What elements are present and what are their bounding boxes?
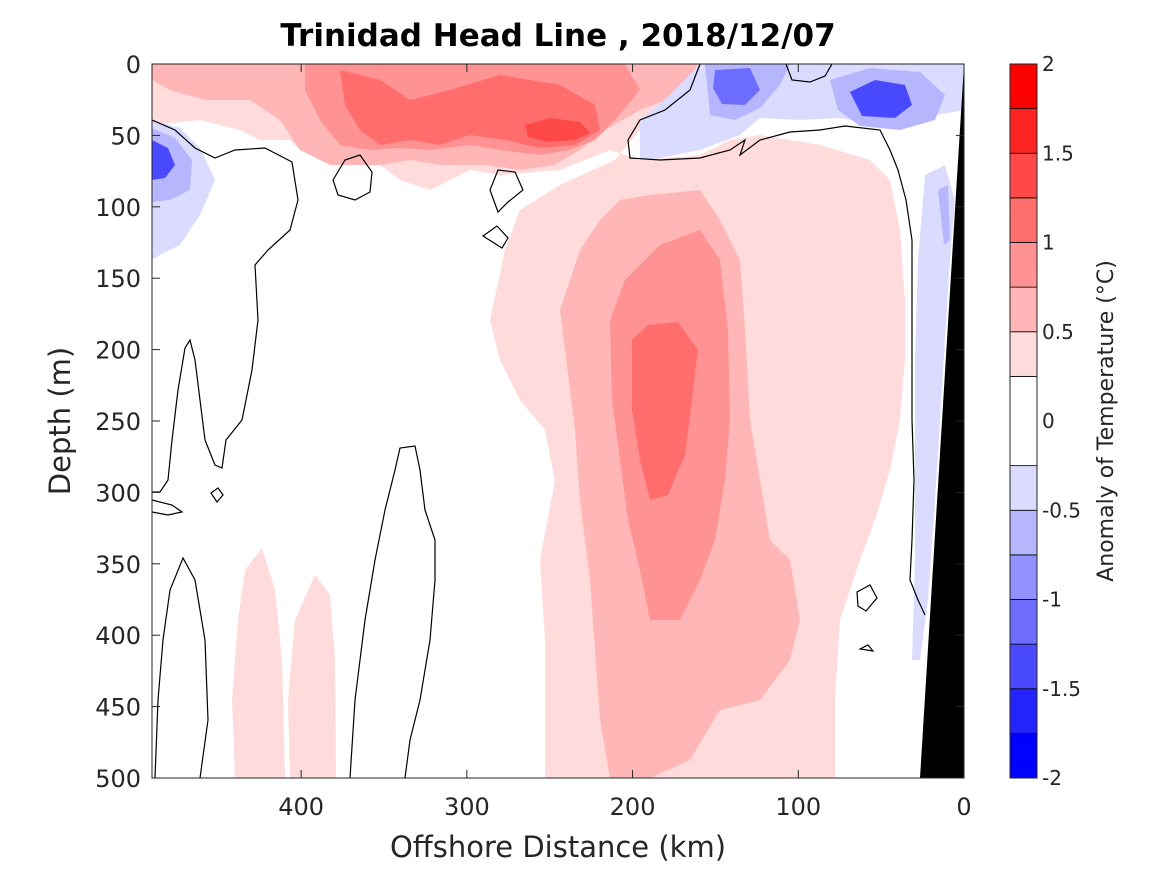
y-tick-label: 200 [95,337,141,365]
nearshore-cold-core-2 [850,80,912,118]
plot-area [151,63,965,779]
colorbar-border [1009,63,1038,779]
contour-loop-3 [481,225,509,249]
nearshore-cold-core-1 [713,68,760,105]
contour-loop-5 [856,584,878,612]
y-tick-label: 0 [126,51,141,79]
band-warm-2 [288,575,336,778]
colorbar-swatch [1009,197,1038,243]
anomaly-field [152,64,964,778]
x-tick-labels: 400 300 200 100 0 [278,793,971,821]
colorbar-swatch [1009,108,1038,154]
x-axis-label: Offshore Distance (km) [390,830,726,864]
contour-loop-2 [489,169,524,214]
contour-line-offshore [152,119,299,493]
contour-loop-4 [210,487,224,503]
seafloor-bathymetry [920,64,964,778]
colorbar-swatch [1009,732,1038,779]
colorbar-swatch [1009,509,1038,556]
chart-title: Trinidad Head Line , 2018/12/07 [280,18,835,54]
colorbar-swatch [1009,375,1038,467]
colorbar-tick-label: 0.5 [1042,320,1074,344]
contour-line-offshore-2 [152,499,184,516]
y-axis-label: Depth (m) [43,347,77,495]
colorbar-swatch [1009,599,1038,645]
y-tick-label: 100 [95,194,141,222]
colorbar-tick-label: 1 [1042,231,1055,255]
colorbar-tick-label: 1.5 [1042,141,1074,165]
x-tick-label: 100 [775,793,821,821]
y-tick-label: 300 [95,479,141,507]
band-warm-1 [232,548,285,778]
y-tick-marks [152,63,964,779]
colorbar-swatch [1009,152,1038,199]
contour-line-ridge [349,445,436,778]
colorbar-tick-label: -0.5 [1042,498,1081,522]
colorbar-tick-label: 2 [1042,52,1055,76]
coastal-cold-band [912,165,955,660]
colorbar-tick-label: -1.5 [1042,677,1081,701]
colorbar [1009,63,1038,779]
coastal-cold-band-mid [938,185,950,245]
x-tick-label: 300 [444,793,490,821]
plume-core [632,322,698,500]
y-tick-label: 400 [95,622,141,650]
y-tick-label: 150 [95,265,141,293]
x-tick-label: 200 [610,793,656,821]
y-tick-label: 500 [95,765,141,793]
y-tick-label: 350 [95,551,141,579]
x-tick-label: 400 [278,793,324,821]
y-tick-labels: 0 50 100 150 200 250 300 350 400 450 500 [95,51,141,793]
contour-loop-6 [858,644,875,652]
colorbar-tick-label: -1 [1042,588,1062,612]
colorbar-swatch [1009,554,1038,600]
contour-loop-surface [785,64,833,83]
colorbar-tick-labels: 2 1.5 1 0.5 0 -0.5 -1 -1.5 -2 [1042,52,1081,790]
contour-line-nearshore [627,64,926,616]
x-tick-label: 0 [956,793,971,821]
contour-loop-1 [332,154,373,201]
colorbar-swatch [1009,643,1038,690]
colorbar-swatch [1009,465,1038,511]
y-tick-label: 250 [95,408,141,436]
x-tick-marks [300,64,965,778]
colorbar-tick-label: -2 [1042,766,1062,790]
colorbar-swatch [1009,331,1038,377]
colorbar-tick-label: 0 [1042,409,1055,433]
y-tick-label: 50 [110,122,141,150]
colorbar-swatch [1009,688,1038,734]
colorbar-swatch [1009,242,1038,288]
surface-warm-hot [525,118,590,142]
colorbar-swatch [1009,63,1038,110]
colorbar-label: Anomaly of Temperature (°C) [1094,260,1119,582]
y-tick-label: 450 [95,694,141,722]
colorbar-swatch [1009,286,1038,333]
offshore-cold-core [152,140,175,180]
contour-line-deep-left [154,556,209,778]
